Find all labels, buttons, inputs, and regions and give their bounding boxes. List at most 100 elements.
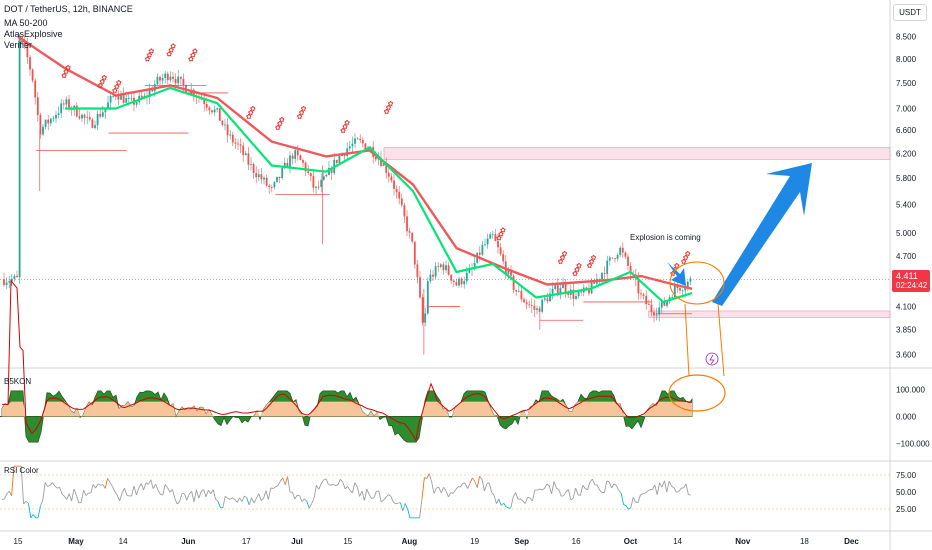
rsi-segment [111, 486, 116, 492]
rsi-segment [637, 494, 641, 503]
candle-body [382, 163, 385, 166]
time-tick-label: 14 [119, 537, 128, 546]
rsi-segment [241, 495, 245, 502]
rsi-segment [618, 490, 622, 494]
candle-body [211, 110, 213, 113]
rsi-segment [102, 484, 106, 489]
oscillator-pane [0, 279, 693, 443]
rsi-segment [253, 497, 257, 504]
signal-star-icon: ✿ [277, 120, 283, 128]
candle-body [10, 278, 13, 282]
indicator-atlas[interactable]: AtlasExplosive [4, 29, 63, 39]
candle-body [325, 174, 328, 177]
signal-star-icon: ✿ [114, 83, 120, 91]
rsi-tick-label: 50.00 [896, 488, 917, 497]
symbol-title[interactable]: DOT / TetherUS, 12h, BINANCE [4, 4, 133, 14]
price-tick-label: 5.000 [896, 229, 917, 238]
rsi-segment [27, 503, 32, 518]
candle-body [411, 232, 414, 242]
candle-body [78, 116, 81, 119]
rsi-segment [474, 481, 478, 488]
rsi-segment [92, 484, 96, 489]
rsi-segment [582, 485, 586, 489]
candle-body [546, 298, 549, 302]
currency-button[interactable]: USDT [893, 4, 927, 21]
candle-body [676, 285, 679, 289]
candle-body [621, 247, 624, 253]
candle-body [403, 205, 406, 217]
candle-body [611, 257, 614, 259]
osc-circle [668, 374, 726, 412]
price-axis[interactable]: 8.500 8.000 7.500 7.000 6.600 6.200 5.800 5.400… [896, 33, 930, 514]
signal-star-icon: ✿ [384, 108, 390, 116]
rsi-segment [8, 491, 12, 496]
rsi-segment [565, 489, 569, 493]
candle-body [481, 245, 484, 255]
candle-body [26, 44, 29, 58]
rsi-segment [589, 478, 593, 483]
signal-star-icon: ✿ [342, 123, 348, 131]
candle-body [543, 298, 546, 300]
candle-body [127, 97, 130, 99]
candle-body [34, 80, 37, 98]
rsi-segment [363, 489, 368, 501]
rsi-segment [143, 482, 147, 491]
candle-body [291, 155, 294, 159]
candle-body [458, 278, 460, 286]
rsi-segment [83, 490, 87, 496]
candles[interactable] [3, 34, 692, 355]
explosion-annotation[interactable]: Explosion is coming [630, 233, 701, 242]
candle-body [455, 281, 458, 286]
indicator-verifier[interactable]: Verifier [4, 40, 33, 50]
rsi-segment [448, 492, 452, 498]
candle-body [299, 155, 302, 161]
rsi-segment [623, 504, 627, 506]
candle-body [484, 244, 486, 246]
indicator-ma[interactable]: MA 50-200 [4, 18, 48, 28]
candle-body [294, 150, 297, 159]
rsi-segment [685, 483, 689, 495]
candle-body [385, 163, 388, 173]
signal-star-icon: ✿ [572, 270, 578, 278]
rsi-segment [23, 501, 27, 505]
rsi-segment [611, 483, 615, 489]
candle-body [81, 114, 83, 119]
candle-body [161, 78, 164, 81]
rsi-segment [505, 506, 509, 509]
candle-body [380, 158, 382, 166]
ma-fast-line [65, 86, 693, 304]
candle-body [94, 125, 96, 128]
candle-body [398, 192, 401, 199]
rsi-segment [625, 505, 629, 510]
candle-body [468, 269, 471, 273]
candle-body [75, 105, 78, 117]
rsi-segment [671, 485, 675, 489]
rsi-segment [282, 477, 286, 485]
candle-body [393, 180, 395, 189]
candle-body [608, 257, 611, 261]
rsi-segment [652, 484, 656, 490]
candle-body [562, 283, 564, 289]
time-tick-label: Nov [735, 537, 751, 546]
rsi-segment [260, 497, 264, 502]
candle-body [432, 274, 434, 277]
moving-averages [17, 35, 693, 321]
signal-star-icon: ✿ [681, 258, 687, 266]
rsi-pane-title[interactable]: RSI Color [4, 466, 39, 475]
ma-slow-line [17, 35, 693, 290]
candle-body [647, 304, 650, 305]
candle-body [567, 292, 570, 296]
rsi-segment [71, 488, 75, 502]
rsi-segment [150, 479, 154, 489]
candle-body [387, 172, 390, 177]
time-tick-label: 14 [673, 537, 682, 546]
rsi-segment [663, 480, 668, 493]
time-axis[interactable]: 15 May 14 Jun 17 Jul 15 Aug 19 Sep 16 Oct 14 Nov 18 Dec [14, 537, 860, 546]
osc-tick-label: 100.000 [896, 386, 925, 395]
osc-pane-title[interactable]: B5KON [4, 377, 32, 386]
candle-body [671, 297, 674, 298]
candle-body [442, 264, 445, 271]
rsi-segment [385, 494, 389, 498]
candle-body [315, 186, 317, 188]
signal-star-icon: ✿ [61, 72, 67, 80]
